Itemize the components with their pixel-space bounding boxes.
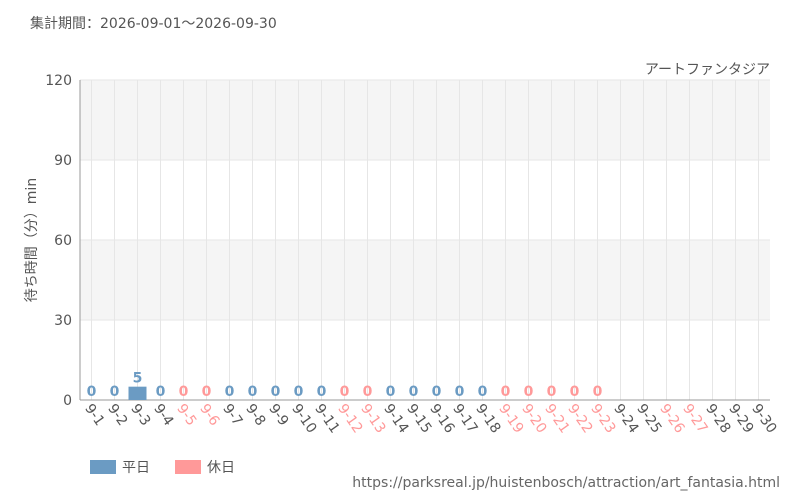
x-tick-label: 9-15 [403,401,434,436]
x-tick-label: 9-6 [196,401,222,429]
x-tick-label: 9-27 [679,401,710,436]
x-tick-label: 9-7 [219,401,245,429]
value-label: 0 [501,384,511,400]
x-tick-label: 9-24 [610,401,641,436]
value-label: 0 [110,384,120,400]
y-axis-label: 待ち時間（分）min [24,178,40,302]
value-label: 0 [156,384,166,400]
plot-band [80,80,770,160]
x-tick-label: 9-29 [725,401,756,436]
value-label: 0 [294,384,304,400]
source-url: https://parksreal.jp/huistenbosch/attrac… [352,475,780,491]
x-tick-label: 9-30 [748,401,779,436]
value-label: 0 [386,384,396,400]
x-tick-label: 9-26 [656,401,687,436]
value-label: 5 [133,371,143,387]
legend-swatch [175,460,201,474]
bar [128,386,147,400]
x-tick-label: 9-18 [472,401,503,436]
x-tick-label: 9-20 [518,401,549,436]
x-tick-label: 9-23 [587,401,618,436]
value-label: 0 [524,384,534,400]
x-tick-label: 9-8 [242,401,268,429]
chart-subtitle: アートファンタジア [645,62,770,78]
x-tick-label: 9-22 [564,401,595,436]
value-label: 0 [478,384,488,400]
value-label: 0 [271,384,281,400]
x-tick-label: 9-19 [495,401,526,436]
x-tick-label: 9-5 [173,401,199,429]
y-tick-label: 60 [54,233,72,249]
chart-title: 集計期間：2026-09-01～2026-09-30 [30,15,277,32]
value-label: 0 [570,384,580,400]
x-tick-label: 9-4 [150,401,176,429]
plot-band [80,240,770,320]
value-label: 0 [317,384,327,400]
x-tick-label: 9-16 [426,401,457,436]
value-label: 0 [225,384,235,400]
x-tick-label: 9-10 [288,401,319,436]
x-tick-label: 9-28 [702,401,733,436]
value-label: 0 [179,384,189,400]
value-label: 0 [547,384,557,400]
value-label: 0 [248,384,258,400]
value-label: 0 [340,384,350,400]
x-tick-label: 9-3 [127,401,153,429]
x-tick-label: 9-2 [104,401,130,429]
y-tick-label: 120 [45,73,72,89]
value-label: 0 [593,384,603,400]
legend-label: 平日 [122,460,150,476]
y-tick-label: 90 [54,153,72,169]
legend-swatch [90,460,116,474]
x-tick-label: 9-21 [541,401,572,436]
value-label: 0 [455,384,465,400]
x-tick-label: 9-11 [311,401,342,436]
value-label: 0 [363,384,373,400]
value-label: 0 [202,384,212,400]
value-label: 0 [409,384,419,400]
x-tick-label: 9-12 [334,401,365,436]
value-label: 0 [87,384,97,400]
x-tick-label: 9-9 [265,401,291,429]
legend-label: 休日 [207,460,235,476]
value-label: 0 [432,384,442,400]
x-tick-label: 9-17 [449,401,480,436]
x-tick-label: 9-14 [380,401,411,436]
x-tick-label: 9-25 [633,401,664,436]
y-tick-label: 0 [63,393,72,409]
y-tick-label: 30 [54,313,72,329]
x-tick-label: 9-13 [357,401,388,436]
x-tick-label: 9-1 [81,401,107,429]
